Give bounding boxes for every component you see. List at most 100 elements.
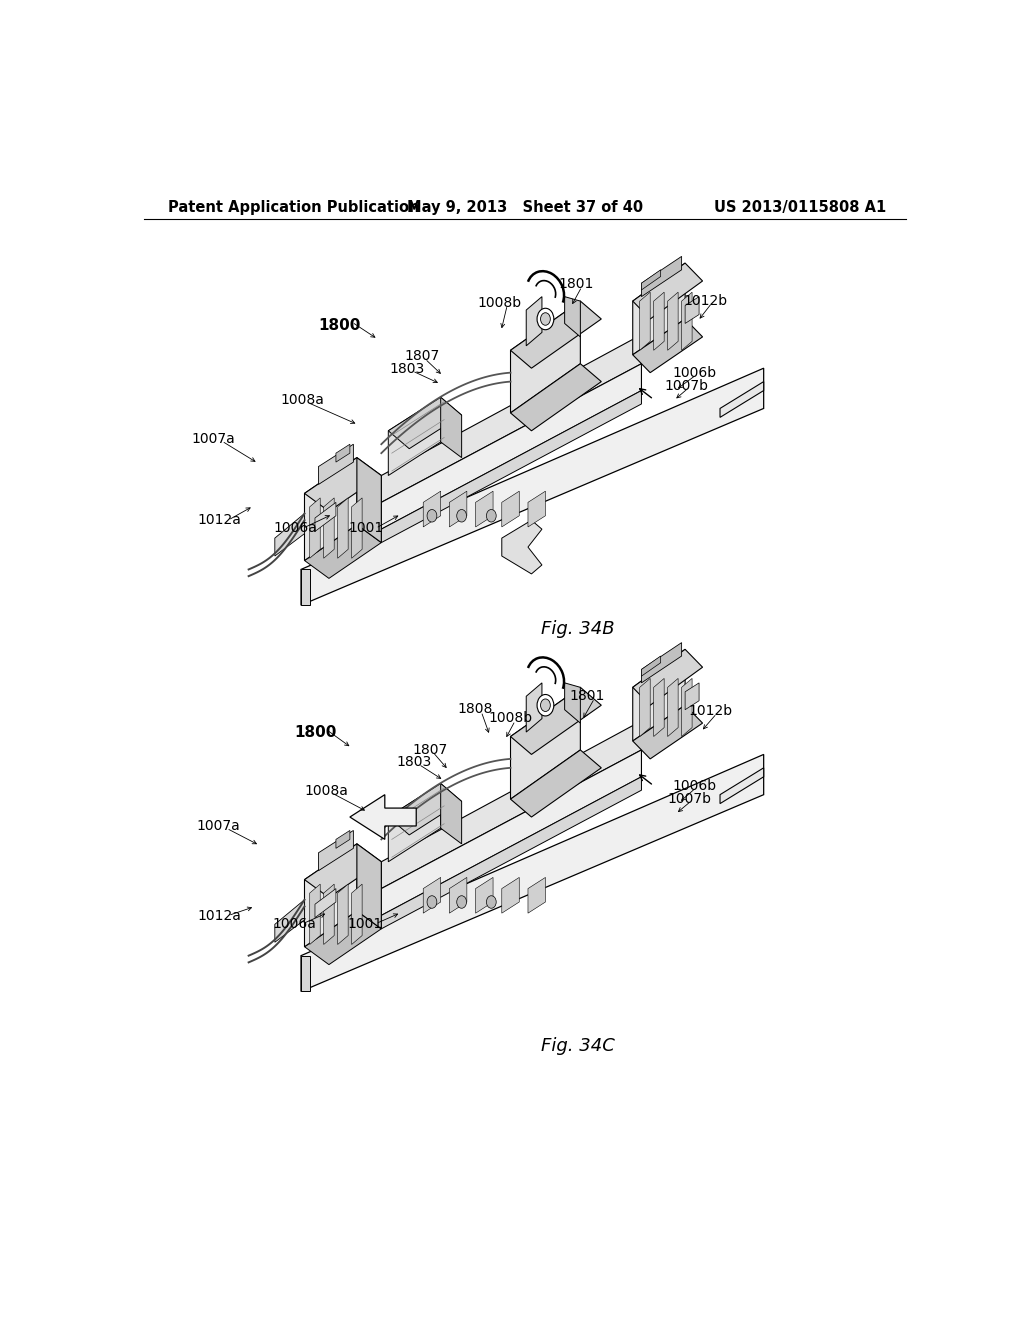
Polygon shape: [304, 911, 381, 965]
Polygon shape: [450, 491, 467, 527]
Polygon shape: [641, 656, 660, 676]
Polygon shape: [511, 688, 581, 799]
Polygon shape: [633, 263, 702, 319]
Text: Fig. 34B: Fig. 34B: [541, 620, 614, 638]
Polygon shape: [641, 256, 682, 297]
Polygon shape: [309, 884, 321, 945]
Polygon shape: [318, 445, 353, 484]
Text: 1801: 1801: [558, 277, 594, 292]
Text: 1012b: 1012b: [688, 705, 732, 718]
Text: 1800: 1800: [295, 725, 337, 741]
Polygon shape: [475, 878, 494, 913]
Polygon shape: [720, 381, 764, 417]
Text: 1006a: 1006a: [273, 521, 317, 536]
Polygon shape: [682, 678, 692, 737]
Circle shape: [427, 896, 437, 908]
Text: 1006b: 1006b: [673, 366, 717, 380]
Polygon shape: [633, 649, 685, 741]
Circle shape: [541, 700, 550, 711]
Polygon shape: [336, 830, 350, 849]
Polygon shape: [720, 768, 764, 804]
Polygon shape: [633, 263, 685, 355]
Polygon shape: [274, 513, 304, 556]
Text: 1803: 1803: [396, 755, 431, 770]
Polygon shape: [682, 292, 692, 350]
Polygon shape: [502, 491, 519, 527]
Polygon shape: [511, 688, 601, 755]
Polygon shape: [381, 776, 641, 929]
Polygon shape: [450, 878, 467, 913]
Polygon shape: [633, 649, 702, 705]
Polygon shape: [633, 319, 702, 372]
Text: 1807: 1807: [412, 743, 447, 756]
Polygon shape: [440, 784, 462, 843]
Circle shape: [486, 896, 497, 908]
Text: 1006a: 1006a: [272, 917, 316, 931]
Text: 1803: 1803: [390, 362, 425, 376]
Polygon shape: [301, 755, 764, 991]
Polygon shape: [304, 458, 381, 511]
Polygon shape: [388, 397, 440, 475]
Circle shape: [537, 694, 554, 715]
Text: 1808: 1808: [458, 702, 493, 717]
Polygon shape: [440, 397, 462, 458]
Polygon shape: [338, 498, 348, 558]
Circle shape: [427, 510, 437, 521]
Polygon shape: [641, 269, 660, 290]
Text: 1007a: 1007a: [197, 820, 240, 833]
Text: 1001: 1001: [348, 521, 384, 536]
Polygon shape: [338, 884, 348, 945]
Polygon shape: [641, 643, 682, 682]
Polygon shape: [315, 503, 336, 532]
Polygon shape: [423, 878, 440, 913]
Polygon shape: [336, 445, 350, 462]
Polygon shape: [388, 784, 440, 862]
Polygon shape: [381, 721, 641, 888]
Text: 1008b: 1008b: [488, 711, 532, 726]
Polygon shape: [318, 830, 353, 871]
Polygon shape: [381, 750, 641, 915]
Polygon shape: [381, 335, 641, 503]
Polygon shape: [381, 364, 641, 529]
Polygon shape: [668, 678, 678, 737]
Polygon shape: [304, 843, 357, 946]
Polygon shape: [511, 301, 581, 413]
Polygon shape: [526, 297, 542, 346]
Polygon shape: [475, 491, 494, 527]
Text: Fig. 34C: Fig. 34C: [541, 1036, 614, 1055]
Polygon shape: [653, 292, 665, 350]
Polygon shape: [357, 458, 381, 543]
Polygon shape: [423, 491, 440, 527]
Polygon shape: [301, 956, 309, 991]
Text: 1007a: 1007a: [191, 432, 236, 446]
Polygon shape: [511, 750, 601, 817]
Text: 1801: 1801: [569, 689, 604, 704]
Polygon shape: [640, 678, 650, 737]
Text: US 2013/0115808 A1: US 2013/0115808 A1: [714, 199, 886, 215]
Polygon shape: [315, 888, 336, 917]
Polygon shape: [526, 682, 542, 733]
Polygon shape: [351, 498, 362, 558]
Polygon shape: [301, 368, 764, 605]
Text: 1008a: 1008a: [281, 393, 325, 408]
Polygon shape: [274, 900, 304, 942]
Circle shape: [537, 309, 554, 330]
Text: 1807: 1807: [404, 348, 439, 363]
Circle shape: [457, 510, 467, 521]
Polygon shape: [528, 491, 546, 527]
Polygon shape: [309, 498, 321, 558]
Polygon shape: [350, 795, 416, 840]
Polygon shape: [388, 784, 462, 836]
Polygon shape: [381, 391, 641, 543]
Polygon shape: [685, 682, 699, 710]
Polygon shape: [357, 843, 381, 929]
Polygon shape: [502, 520, 542, 574]
Text: 1001: 1001: [347, 917, 382, 931]
Text: May 9, 2013   Sheet 37 of 40: May 9, 2013 Sheet 37 of 40: [407, 199, 643, 215]
Polygon shape: [388, 397, 462, 449]
Text: 1012a: 1012a: [198, 908, 242, 923]
Text: 1008a: 1008a: [304, 784, 348, 797]
Text: 1012b: 1012b: [684, 293, 728, 308]
Text: 1006b: 1006b: [673, 779, 717, 792]
Text: 1007b: 1007b: [665, 379, 709, 393]
